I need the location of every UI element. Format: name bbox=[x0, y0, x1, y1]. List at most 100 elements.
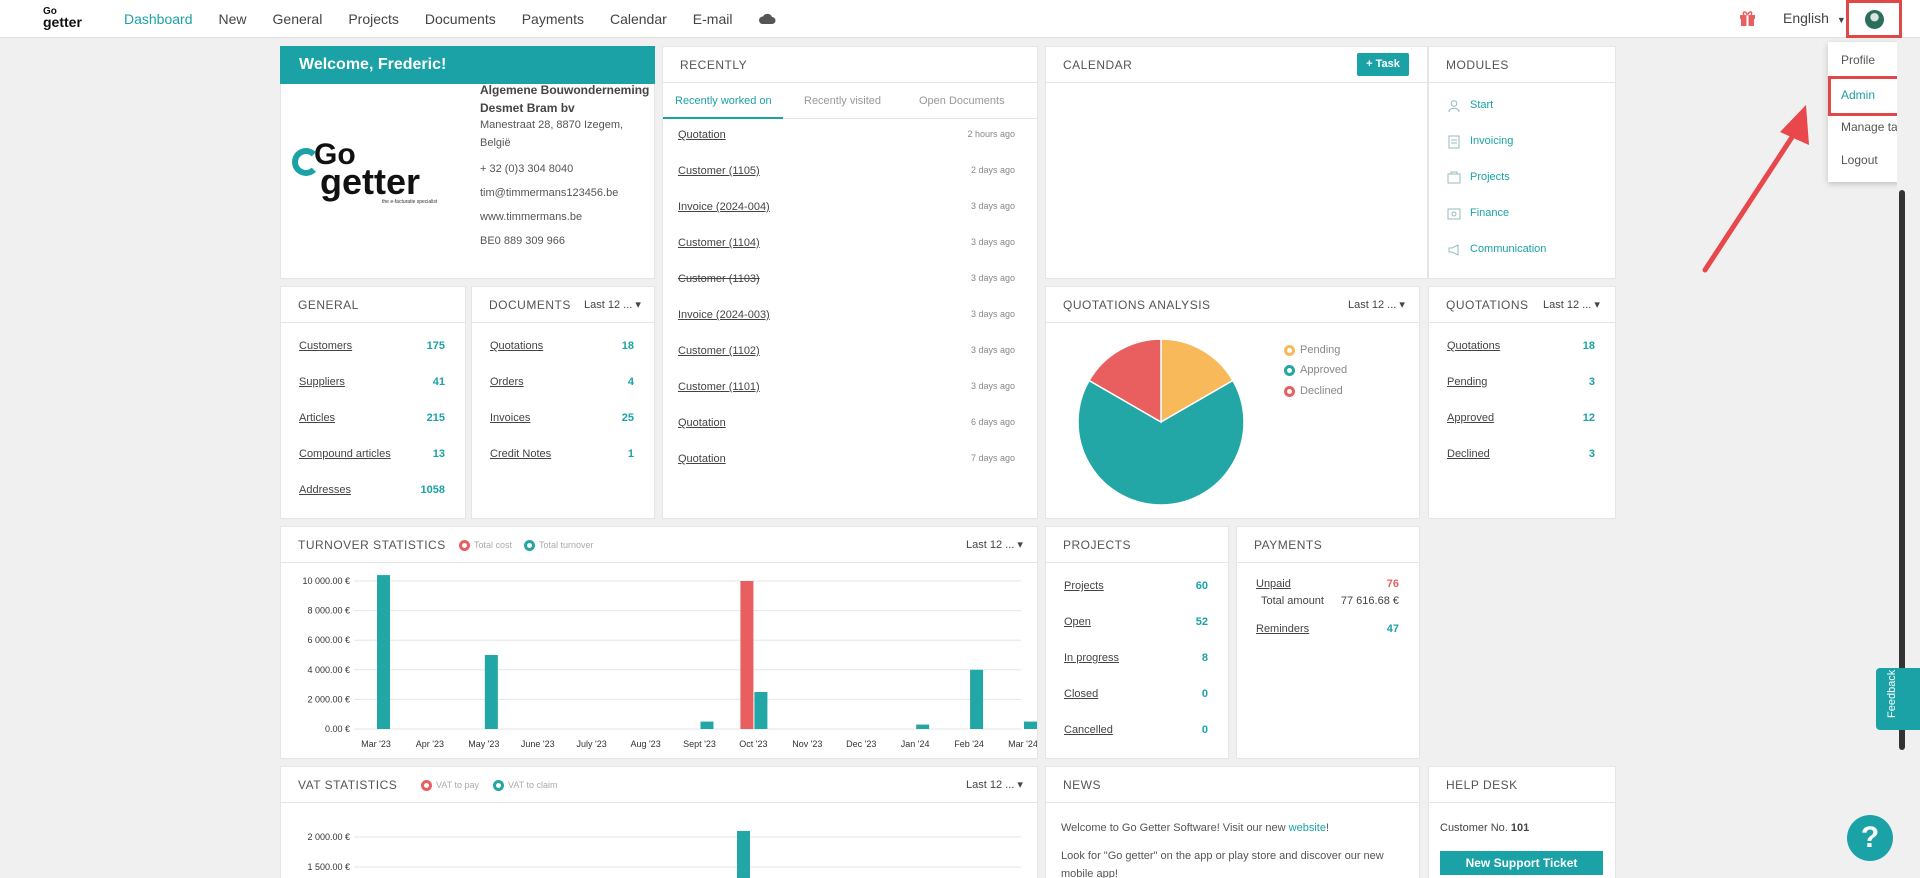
projects-row-closed[interactable]: Closed 0 bbox=[1046, 688, 1228, 708]
nav-dashboard[interactable]: Dashboard bbox=[124, 11, 193, 27]
invoice-icon bbox=[1448, 135, 1460, 149]
recent-item[interactable]: Quotation 7 days ago bbox=[663, 453, 1037, 471]
quotations-period-select[interactable]: Last 12 ... ▾ bbox=[1543, 299, 1600, 311]
legend-marker bbox=[524, 540, 535, 551]
module-invoicing[interactable]: Invoicing bbox=[1429, 133, 1615, 153]
module-finance[interactable]: Finance bbox=[1429, 205, 1615, 225]
nav-projects[interactable]: Projects bbox=[348, 11, 399, 27]
nav-payments[interactable]: Payments bbox=[521, 11, 584, 27]
quotations-row-quotations[interactable]: Quotations 18 bbox=[1429, 340, 1615, 360]
documents-row-orders[interactable]: Orders 4 bbox=[472, 376, 654, 396]
company-website: www.timmermans.be bbox=[480, 211, 583, 223]
bar-total-turnover bbox=[970, 669, 984, 729]
user-menu-toggle[interactable] bbox=[1846, 0, 1902, 38]
quotations-analysis-period-select[interactable]: Last 12 ... ▾ bbox=[1348, 299, 1405, 311]
company-email: tim@timmermans123456.be bbox=[480, 187, 619, 199]
x-tick-label: Mar '24 bbox=[1008, 739, 1037, 749]
legend-label: VAT to pay bbox=[436, 780, 480, 790]
nav-documents[interactable]: Documents bbox=[424, 11, 496, 27]
pie-slice-declined bbox=[1088, 338, 1162, 424]
scrollbar-thumb[interactable] bbox=[1899, 190, 1905, 750]
nav-email[interactable]: E-mail bbox=[692, 11, 733, 27]
recent-item[interactable]: Customer (1103) 3 days ago bbox=[663, 273, 1037, 291]
menu-logout[interactable]: Logout bbox=[1841, 153, 1878, 167]
help-button[interactable]: ? bbox=[1847, 815, 1893, 861]
projects-row-open[interactable]: Open 52 bbox=[1046, 616, 1228, 636]
gift-icon[interactable] bbox=[1739, 10, 1756, 27]
row-label: Unpaid bbox=[1256, 578, 1291, 590]
turnover-bar-chart: 10 000.00 € 8 000.00 € 6 000.00 € 4 000.00 … bbox=[302, 575, 1037, 749]
recently-panel: RECENTLY Recently worked on Recently vis… bbox=[662, 46, 1038, 519]
language-selector[interactable]: English ▼ bbox=[1783, 10, 1846, 26]
menu-profile[interactable]: Profile bbox=[1841, 53, 1876, 67]
module-start[interactable]: Start bbox=[1429, 97, 1615, 117]
turnover-period-select[interactable]: Last 12 ... ▾ bbox=[966, 539, 1023, 551]
documents-row-invoices[interactable]: Invoices 25 bbox=[472, 412, 654, 432]
vat-header: VAT STATISTICS VAT to pay VAT to claim L… bbox=[281, 767, 1037, 803]
projects-row-projects[interactable]: Projects 60 bbox=[1046, 580, 1228, 600]
documents-row-credit-notes[interactable]: Credit Notes 1 bbox=[472, 448, 654, 468]
row-value: 60 bbox=[1195, 580, 1208, 592]
recent-item[interactable]: Customer (1102) 3 days ago bbox=[663, 345, 1037, 363]
tab-open-documents[interactable]: Open Documents bbox=[919, 95, 1005, 107]
row-label: Cancelled bbox=[1064, 724, 1113, 736]
row-value: 12 bbox=[1582, 412, 1595, 424]
nav-calendar[interactable]: Calendar bbox=[609, 11, 667, 27]
company-logo: Go getter the e-facturatie specialist bbox=[290, 140, 455, 208]
feedback-tab[interactable]: Feedback bbox=[1876, 668, 1920, 730]
module-projects[interactable]: Projects bbox=[1429, 169, 1615, 189]
general-panel: GENERAL Customers 175 Suppliers 41 Article… bbox=[280, 286, 466, 519]
general-header: GENERAL bbox=[281, 287, 465, 323]
general-row-customers[interactable]: Customers 175 bbox=[281, 340, 465, 360]
company-vat: BE0 889 309 966 bbox=[480, 235, 566, 247]
legend-label: Total turnover bbox=[539, 540, 594, 550]
add-task-button[interactable]: + Task bbox=[1357, 53, 1409, 76]
general-row-compound-articles[interactable]: Compound articles 13 bbox=[281, 448, 465, 468]
recent-item-title: Customer (1103) bbox=[678, 273, 760, 285]
payments-row-unpaid[interactable]: Unpaid 76 bbox=[1237, 578, 1419, 598]
module-communication[interactable]: Communication bbox=[1429, 241, 1615, 261]
legend-label: Approved bbox=[1300, 364, 1348, 376]
row-value: 25 bbox=[621, 412, 634, 424]
menu-admin-label: Admin bbox=[1841, 88, 1876, 102]
row-value: 175 bbox=[426, 340, 445, 352]
period-label: Last 12 ... bbox=[966, 539, 1015, 551]
nav-new[interactable]: New bbox=[218, 11, 247, 27]
row-value: 4 bbox=[627, 376, 634, 388]
recent-item[interactable]: Customer (1104) 3 days ago bbox=[663, 237, 1037, 255]
quotations-row-pending[interactable]: Pending 3 bbox=[1429, 376, 1615, 396]
vat-period-select[interactable]: Last 12 ... ▾ bbox=[966, 779, 1023, 791]
recent-item[interactable]: Invoice (2024-003) 3 days ago bbox=[663, 309, 1037, 327]
general-row-addresses[interactable]: Addresses 1058 bbox=[281, 484, 465, 504]
app-logo[interactable]: Go getter bbox=[43, 7, 82, 30]
recent-item[interactable]: Customer (1101) 3 days ago bbox=[663, 381, 1037, 399]
tab-recently-visited[interactable]: Recently visited bbox=[804, 95, 882, 107]
payments-row-reminders[interactable]: Reminders 47 bbox=[1237, 623, 1419, 643]
documents-row-quotations[interactable]: Quotations 18 bbox=[472, 340, 654, 360]
chevron-down-icon: ▼ bbox=[1836, 15, 1846, 25]
nav-general[interactable]: General bbox=[272, 11, 323, 27]
projects-row-in-progress[interactable]: In progress 8 bbox=[1046, 652, 1228, 672]
menu-manage-tags[interactable]: Manage tags bbox=[1841, 120, 1911, 134]
general-row-articles[interactable]: Articles 215 bbox=[281, 412, 465, 432]
payments-title: PAYMENTS bbox=[1254, 538, 1323, 552]
y-tick-label: 0.00 € bbox=[325, 724, 350, 734]
recent-item[interactable]: Quotation 6 days ago bbox=[663, 417, 1037, 435]
projects-row-cancelled[interactable]: Cancelled 0 bbox=[1046, 724, 1228, 744]
recent-item[interactable]: Customer (1105) 2 days ago bbox=[663, 165, 1037, 183]
recent-item[interactable]: Invoice (2024-004) 3 days ago bbox=[663, 201, 1037, 219]
recent-item[interactable]: Quotation 2 hours ago bbox=[663, 129, 1037, 147]
bar-total-turnover bbox=[1024, 721, 1037, 729]
news-website-link[interactable]: website bbox=[1288, 822, 1326, 834]
quotations-row-approved[interactable]: Approved 12 bbox=[1429, 412, 1615, 432]
recent-item-title: Customer (1102) bbox=[678, 345, 760, 357]
documents-period-select[interactable]: Last 12 ... ▾ bbox=[584, 299, 641, 311]
quotations-row-declined[interactable]: Declined 3 bbox=[1429, 448, 1615, 468]
x-tick-label: Mar '23 bbox=[361, 739, 391, 749]
news-line-3: mobile app! bbox=[1061, 868, 1118, 878]
cloud-icon[interactable] bbox=[758, 13, 776, 25]
tab-recently-worked-on[interactable]: Recently worked on bbox=[675, 95, 772, 107]
news-line-2: Look for "Go getter" on the app or play … bbox=[1061, 850, 1384, 862]
general-row-suppliers[interactable]: Suppliers 41 bbox=[281, 376, 465, 396]
new-support-ticket-button[interactable]: New Support Ticket bbox=[1440, 851, 1603, 875]
